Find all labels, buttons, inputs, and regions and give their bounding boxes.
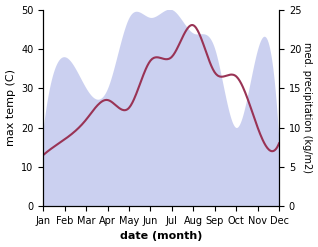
Y-axis label: max temp (C): max temp (C) (5, 69, 16, 146)
X-axis label: date (month): date (month) (120, 231, 202, 242)
Y-axis label: med. precipitation (kg/m2): med. precipitation (kg/m2) (302, 42, 313, 173)
